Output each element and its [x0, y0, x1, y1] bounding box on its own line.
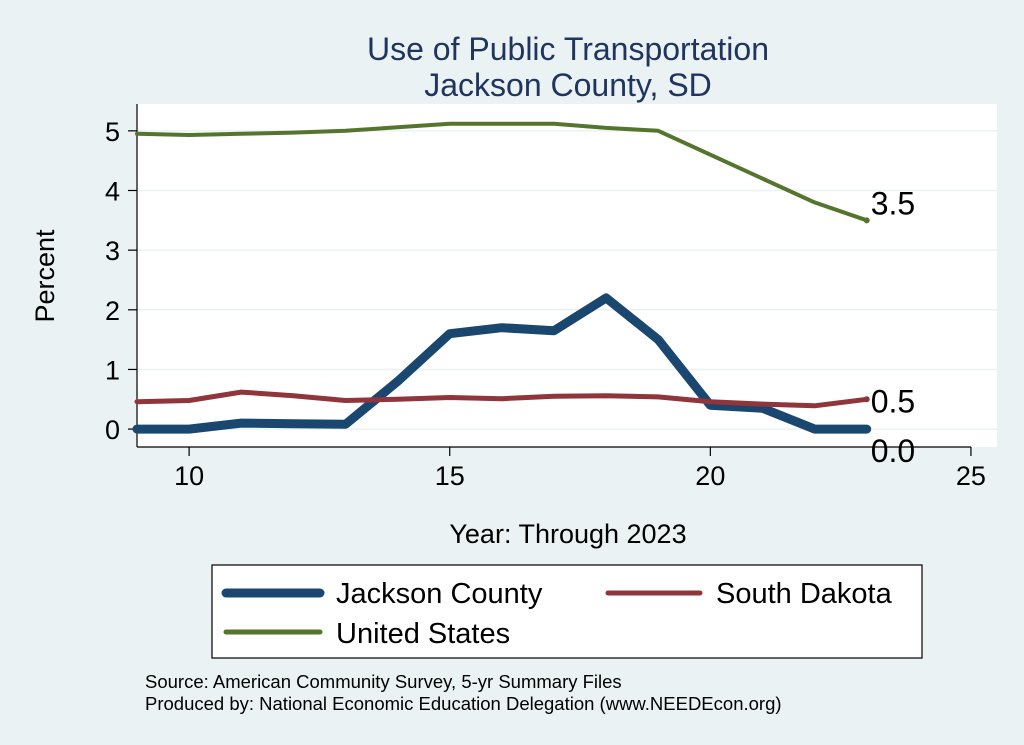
legend-label-south-dakota: South Dakota — [716, 578, 893, 610]
y-tick-label: 4 — [105, 176, 120, 206]
x-axis: 10 15 20 25 — [137, 446, 986, 491]
x-tick-label: 15 — [435, 461, 465, 491]
series-line-south-dakota — [134, 389, 870, 409]
chart-subtitle: Jackson County, SD — [424, 67, 712, 103]
end-label-jackson-county: 0.0 — [871, 433, 915, 469]
y-axis-title: Percent — [30, 229, 60, 323]
y-tick-label: 3 — [105, 236, 120, 266]
series-line-jackson-county — [132, 293, 872, 434]
legend: Jackson County South Dakota United State… — [211, 564, 923, 659]
series-line-united-states — [135, 121, 869, 223]
y-tick-label: 2 — [105, 296, 120, 326]
series-lines — [132, 121, 872, 434]
y-tick-label: 5 — [105, 117, 120, 147]
end-labels: 0.0 0.5 3.5 — [871, 185, 915, 469]
end-point-south-dakota — [863, 396, 870, 403]
legend-label-united-states: United States — [336, 618, 510, 650]
y-tick-label: 1 — [105, 355, 120, 385]
plot-area — [137, 104, 997, 447]
y-axis: 0 1 2 3 4 5 — [105, 104, 138, 447]
x-tick-label: 20 — [695, 461, 725, 491]
x-tick-label: 10 — [174, 461, 204, 491]
producer-note: Produced by: National Economic Education… — [145, 693, 782, 714]
end-label-south-dakota: 0.5 — [871, 383, 915, 419]
end-point-united-states — [863, 217, 870, 224]
source-note: Source: American Community Survey, 5-yr … — [145, 671, 622, 692]
x-tick-label: 25 — [956, 461, 986, 491]
x-axis-title: Year: Through 2023 — [449, 519, 686, 549]
chart-title: Use of Public Transportation — [367, 31, 769, 67]
legend-label-jackson-county: Jackson County — [336, 578, 543, 610]
grid — [137, 130, 997, 430]
end-point-jackson-county — [863, 426, 870, 433]
end-label-united-states: 3.5 — [871, 185, 915, 221]
y-tick-label: 0 — [105, 415, 120, 445]
legend-box — [211, 564, 923, 659]
